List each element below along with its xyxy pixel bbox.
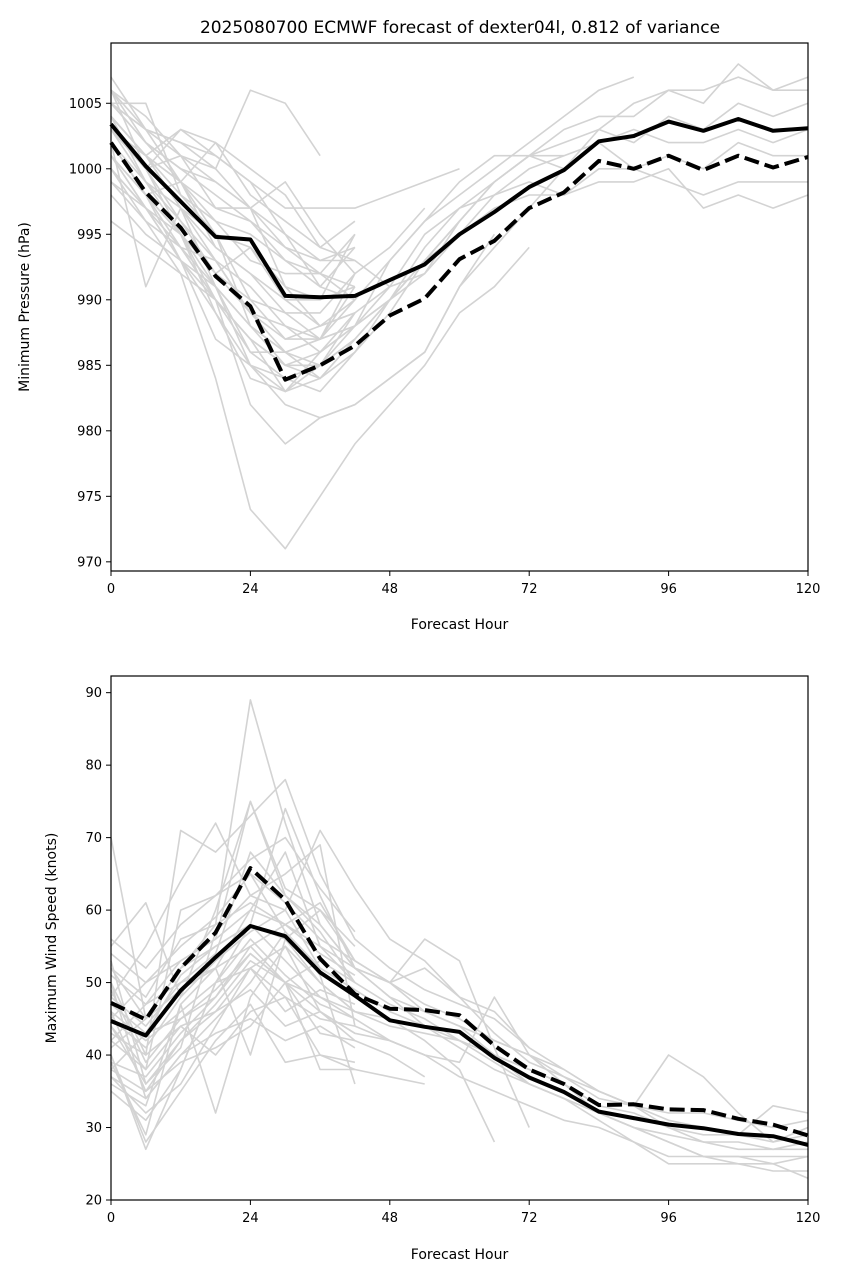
pressure-ensemble-line: [110, 142, 356, 314]
pressure-axes-frame: [110, 42, 809, 572]
x-tick-label: 120: [796, 582, 821, 597]
pressure-y-ticks: 970 975 980 985 990 995 1000 1005: [69, 97, 111, 570]
pressure-ensemble-line: [110, 89, 356, 275]
y-tick-label: 90: [85, 686, 102, 701]
wind-ensemble-line: [110, 800, 809, 1129]
wind-x-ticks: 0 24 48 72 96 120: [107, 1200, 821, 1226]
pressure-ensemble-line: [110, 102, 356, 262]
wind-ensemble-line: [110, 945, 808, 1158]
wind-ensemble-line: [110, 967, 356, 1042]
pressure-solid-line: [109, 117, 809, 300]
wind-ensemble-line: [110, 800, 809, 1151]
y-tick-label: 1005: [69, 97, 102, 112]
x-tick-label: 120: [796, 1211, 821, 1226]
x-tick-label: 48: [382, 1211, 399, 1226]
wind-ensemble-line: [110, 1003, 356, 1143]
wind-ensemble-line: [110, 1017, 356, 1100]
y-tick-label: 1000: [69, 162, 102, 177]
wind-dashed-line: [110, 866, 809, 1138]
pressure-y-axis-label: Minimum Pressure (hPa): [17, 222, 33, 392]
x-tick-label: 96: [660, 1211, 677, 1226]
wind-ensemble-line: [110, 778, 809, 1143]
pressure-ensemble-line: [110, 142, 356, 354]
wind-ensemble-line: [110, 901, 530, 1049]
pressure-x-ticks: 0 24 48 72 96 120: [107, 571, 821, 597]
pressure-ensemble-line: [110, 128, 564, 340]
wind-series-group: [110, 699, 809, 1180]
wind-axes-frame: [110, 675, 809, 1201]
y-tick-label: 20: [85, 1194, 102, 1209]
y-tick-label: 975: [77, 490, 102, 505]
pressure-dashed-line: [109, 141, 809, 382]
pressure-series-group: [109, 63, 809, 550]
x-tick-label: 0: [107, 1211, 115, 1226]
pressure-ensemble-line: [110, 102, 356, 275]
x-tick-label: 48: [382, 582, 399, 597]
wind-ensemble-line: [110, 938, 356, 1136]
y-tick-label: 40: [85, 1049, 102, 1064]
y-tick-label: 30: [85, 1121, 102, 1136]
wind-ensemble-line: [110, 996, 356, 1071]
x-tick-label: 96: [660, 582, 677, 597]
pressure-ensemble-line: [110, 76, 356, 367]
pressure-ensemble-line: [110, 102, 460, 209]
pressure-ensemble-line: [110, 115, 356, 288]
pressure-ensemble-line: [110, 142, 496, 445]
y-tick-label: 970: [77, 555, 102, 570]
y-tick-label: 990: [77, 293, 102, 308]
wind-ensemble-line: [110, 851, 356, 1027]
x-tick-label: 72: [521, 582, 538, 597]
pressure-panel: 2025080700 ECMWF forecast of dexter04l, …: [17, 18, 820, 633]
chart-title: 2025080700 ECMWF forecast of dexter04l, …: [200, 18, 720, 38]
y-tick-label: 80: [85, 759, 102, 774]
wind-panel: 0 24 48 72 96 120 20 30 40 50 60 70 80 90 Forecast H…: [44, 675, 821, 1263]
wind-ensemble-line: [110, 836, 356, 969]
wind-ensemble-line: [110, 988, 356, 1085]
pressure-ensemble-line: [110, 128, 809, 393]
wind-y-axis-label: Maximum Wind Speed (knots): [44, 833, 60, 1044]
wind-solid-line: [110, 924, 809, 1147]
y-tick-label: 980: [77, 424, 102, 439]
wind-ensemble-line: [110, 873, 356, 984]
wind-ensemble-line: [110, 981, 356, 1093]
wind-y-ticks: 20 30 40 50 60 70 80 90: [85, 686, 111, 1209]
pressure-ensemble-line: [110, 76, 635, 380]
pressure-ensemble-line: [110, 89, 356, 327]
pressure-x-axis-label: Forecast Hour: [411, 617, 509, 633]
wind-ensemble-line: [110, 873, 808, 1172]
x-tick-label: 72: [521, 1211, 538, 1226]
pressure-ensemble-line: [110, 128, 356, 301]
wind-x-axis-label: Forecast Hour: [411, 1247, 509, 1263]
y-tick-label: 60: [85, 904, 102, 919]
pressure-ensemble-line: [110, 168, 530, 550]
wind-ensemble-line: [110, 909, 356, 1049]
x-tick-label: 0: [107, 582, 115, 597]
y-tick-label: 50: [85, 976, 102, 991]
x-tick-label: 24: [242, 582, 259, 597]
y-tick-label: 70: [85, 831, 102, 846]
y-tick-label: 985: [77, 359, 102, 374]
x-tick-label: 24: [242, 1211, 259, 1226]
y-tick-label: 995: [77, 228, 102, 243]
